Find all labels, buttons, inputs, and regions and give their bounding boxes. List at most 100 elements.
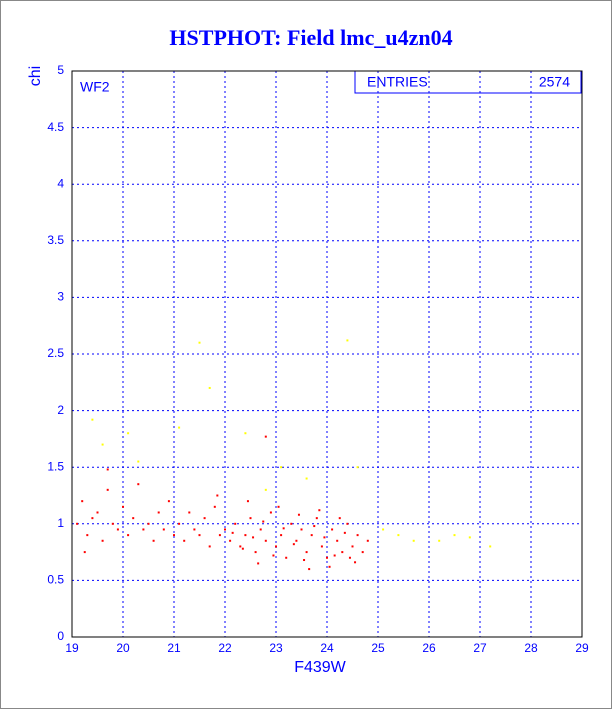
point: [366, 539, 369, 542]
point: [354, 561, 357, 564]
point: [323, 536, 326, 539]
point: [318, 509, 321, 512]
point: [382, 528, 385, 531]
point: [218, 534, 221, 537]
point: [208, 386, 211, 389]
x-tick-label: 28: [524, 641, 538, 655]
point: [213, 505, 216, 508]
point: [152, 539, 155, 542]
x-tick-label: 23: [269, 641, 283, 655]
point: [173, 534, 175, 537]
point: [280, 466, 283, 469]
point: [132, 517, 135, 520]
point: [147, 522, 150, 525]
point: [96, 511, 99, 514]
point: [198, 534, 201, 537]
y-tick-label: 0.5: [47, 573, 64, 587]
plot-frame: [71, 70, 583, 638]
point: [234, 522, 237, 525]
point: [208, 545, 211, 548]
point: [239, 545, 242, 548]
point: [277, 505, 280, 508]
point: [397, 534, 400, 537]
point: [412, 539, 415, 542]
point: [224, 528, 226, 531]
point: [272, 554, 275, 557]
point: [91, 418, 94, 421]
point: [346, 522, 349, 525]
point: [257, 562, 260, 565]
point: [254, 551, 257, 554]
point: [122, 505, 124, 508]
x-tick-label: 22: [218, 641, 232, 655]
stats-label: ENTRIES: [367, 74, 428, 90]
point: [264, 488, 267, 491]
point: [198, 341, 201, 344]
point: [193, 528, 196, 531]
point: [101, 443, 104, 446]
point: [216, 494, 219, 497]
y-tick-label: 4: [57, 176, 64, 190]
point: [489, 545, 492, 548]
y-axis-label: chi: [27, 66, 44, 86]
point: [341, 551, 344, 554]
y-tick-label: 0: [57, 629, 64, 643]
point: [468, 536, 471, 539]
point: [142, 528, 145, 531]
point: [356, 466, 359, 469]
x-tick-label: 19: [65, 641, 79, 655]
point: [333, 554, 336, 557]
x-tick-label: 27: [473, 641, 487, 655]
point: [249, 517, 252, 520]
point: [162, 528, 165, 531]
point: [167, 500, 170, 503]
point: [285, 556, 288, 559]
point: [86, 534, 89, 537]
point: [361, 551, 364, 554]
y-tick-label: 1: [57, 516, 64, 530]
point: [328, 565, 331, 568]
point: [231, 531, 234, 534]
point: [264, 539, 267, 542]
point: [331, 528, 334, 531]
point: [310, 534, 313, 537]
point: [356, 534, 359, 537]
point: [346, 339, 349, 342]
point: [106, 488, 109, 491]
point: [348, 556, 351, 559]
point: [127, 534, 130, 537]
x-tick-label: 29: [575, 641, 589, 655]
point: [81, 500, 84, 503]
point: [343, 531, 346, 534]
point: [313, 525, 316, 528]
point: [229, 539, 232, 542]
point: [252, 536, 255, 539]
point: [300, 528, 303, 531]
point: [137, 460, 140, 463]
point: [438, 539, 441, 542]
y-tick-label: 2: [57, 403, 64, 417]
point: [338, 517, 341, 520]
point: [269, 511, 272, 514]
point: [320, 545, 323, 548]
point: [137, 483, 140, 486]
y-tick-label: 3: [57, 290, 64, 304]
point: [264, 435, 267, 438]
point: [101, 539, 104, 542]
point: [183, 539, 186, 542]
point: [244, 534, 247, 537]
annotation: WF2: [80, 79, 110, 95]
point: [305, 477, 308, 480]
point: [336, 539, 339, 542]
point: [295, 539, 298, 542]
point: [178, 426, 181, 429]
y-tick-label: 2.5: [47, 346, 64, 360]
x-tick-label: 21: [167, 641, 181, 655]
point: [453, 534, 456, 537]
point: [116, 528, 119, 531]
y-tick-label: 1.5: [47, 459, 64, 473]
point: [157, 511, 160, 514]
point: [188, 511, 191, 514]
stats-value: 2574: [539, 74, 570, 90]
point: [305, 551, 308, 554]
